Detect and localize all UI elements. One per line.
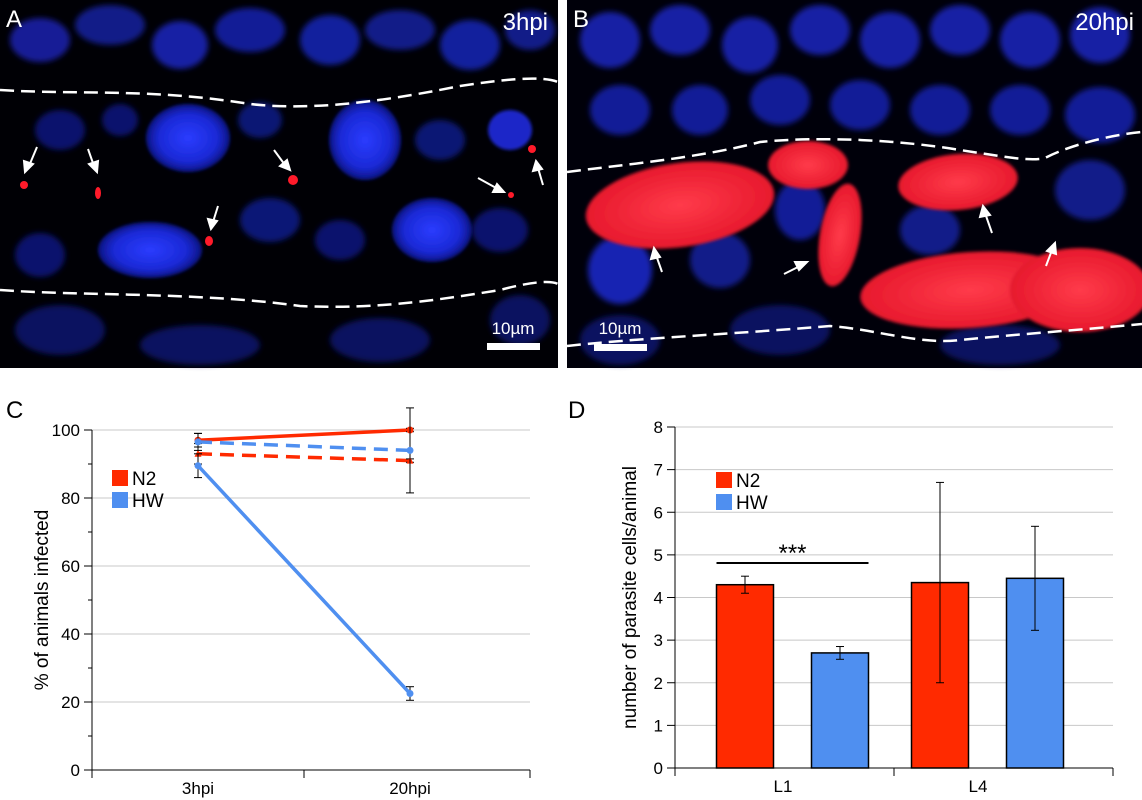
panel-b-letter: B	[573, 6, 589, 33]
y-tick-label: 0	[71, 761, 80, 780]
panel-a-timepoint: 3hpi	[503, 9, 548, 36]
y-axis-label: number of parasite cells/animal	[620, 466, 641, 729]
panel-c-line-chart: 0 20 40 60 80 100 3hpi 20hpi % of animals infect…	[32, 407, 531, 798]
legend-label-n2: N2	[736, 471, 760, 492]
panel-a-letter: A	[6, 6, 22, 33]
y-tick-label: 4	[654, 589, 663, 608]
bar-hw-l1	[810, 652, 870, 769]
panel-b-scale-label: 10µm	[599, 319, 642, 338]
y-tick-label: 60	[61, 557, 80, 576]
y-tick-label: 1	[654, 716, 663, 735]
y-axis-label: % of animals infected	[32, 510, 53, 691]
panel-c-letter: C	[6, 397, 23, 424]
legend-label-hw: HW	[132, 491, 164, 512]
y-tick-label: 40	[61, 625, 80, 644]
x-tick-label: L1	[774, 777, 793, 796]
series-line-n2-dashed	[197, 452, 411, 463]
series-line-hw-solid	[196, 464, 412, 695]
y-tick-label: 7	[654, 461, 663, 480]
series-line-n2-solid	[197, 428, 411, 442]
bar-n2-l1	[715, 583, 775, 769]
legend-swatch-hw	[716, 494, 732, 510]
panel-d-bar-chart: 0 1 2 3 4 5 6 7 8 L1 L4 number of parasite cells/an…	[620, 418, 1114, 796]
x-tick-label: 3hpi	[182, 779, 214, 798]
panel-b-micrograph: 10µm B 20hpi	[566, 0, 1142, 368]
legend-swatch-n2	[112, 470, 128, 486]
y-tick-label: 20	[61, 693, 80, 712]
y-tick-label: 5	[654, 546, 663, 565]
x-tick-label: L4	[969, 777, 988, 796]
y-tick-label: 100	[52, 421, 80, 440]
panel-a-micrograph: 10µm A 3hpi	[0, 0, 559, 368]
data-point	[406, 446, 414, 454]
y-tick-label: 80	[61, 489, 80, 508]
legend-swatch-hw	[112, 492, 128, 508]
x-tick-label: 20hpi	[389, 779, 431, 798]
legend-label-n2: N2	[132, 469, 156, 490]
significance-stars: ***	[778, 540, 806, 567]
series-line-hw-dashed	[197, 440, 411, 453]
data-point	[194, 462, 202, 470]
legend-swatch-n2	[716, 472, 732, 488]
legend-label-hw: HW	[736, 493, 768, 514]
data-point	[194, 438, 202, 446]
y-tick-label: 6	[654, 503, 663, 522]
panel-b-timepoint: 20hpi	[1075, 9, 1134, 36]
data-point	[406, 690, 414, 697]
panel-a-scale-label: 10µm	[492, 319, 535, 338]
panel-d-letter: D	[568, 397, 585, 424]
y-tick-label: 8	[654, 418, 663, 437]
y-tick-label: 0	[654, 759, 663, 778]
y-tick-label: 2	[654, 674, 663, 693]
y-tick-label: 3	[654, 631, 663, 650]
